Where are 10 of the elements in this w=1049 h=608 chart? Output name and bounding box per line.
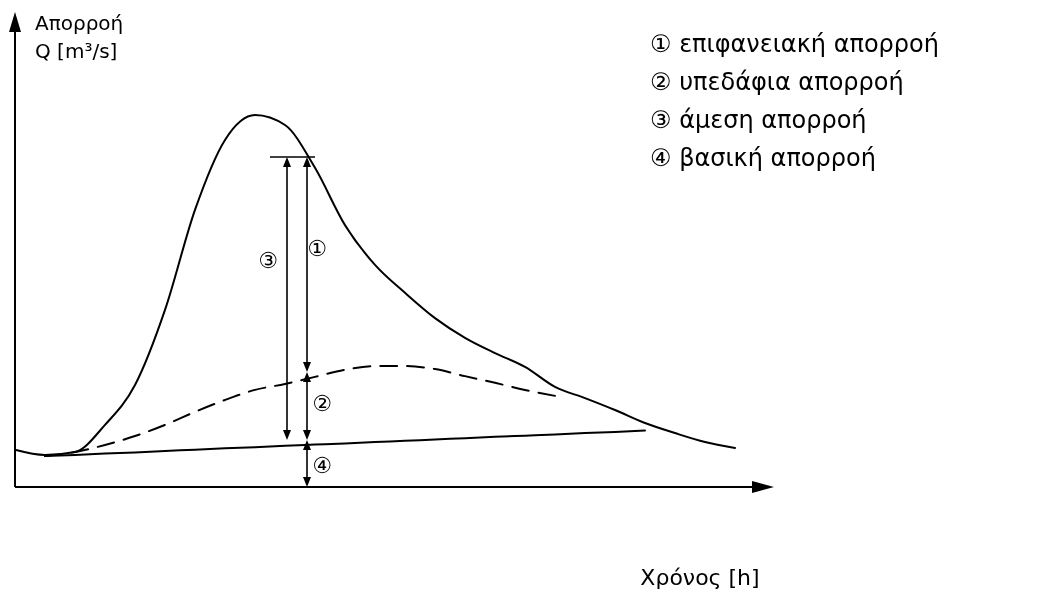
annotation: ③ [258,248,278,273]
x-axis-title: Χρόνος [h] [640,565,760,590]
annotation: ② [312,391,332,416]
text: ② υπεδάφια απορροή [650,68,904,96]
annotation: ④ βασική απορροή [650,144,876,172]
annotation: ④ [312,453,332,478]
annotation: ③ άμεση απορροή [650,106,867,134]
annotation: ① [307,236,327,261]
text: ① επιφανειακή απορροή [650,30,939,58]
y-axis-title: Απορροή Q [m³/s] [35,11,124,63]
